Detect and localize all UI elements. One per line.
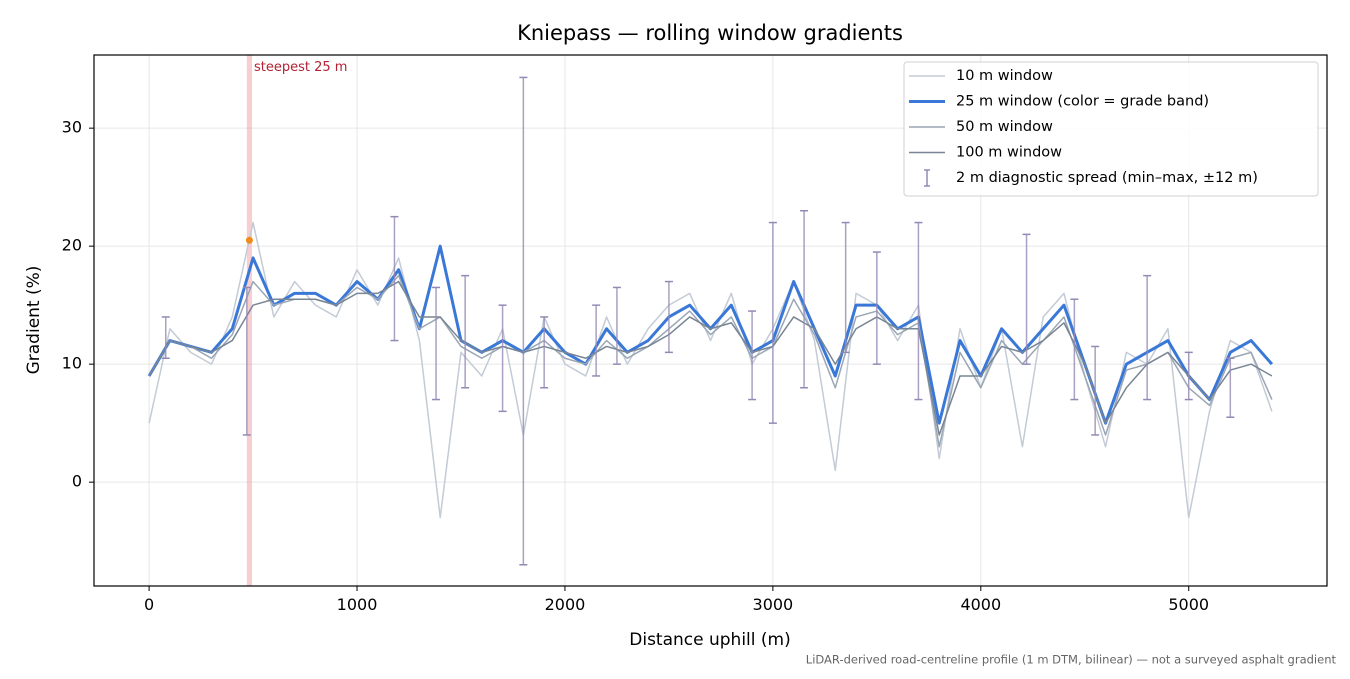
x-tick-label: 2000: [545, 595, 586, 614]
x-tick-label: 1000: [337, 595, 378, 614]
y-axis-label: Gradient (%): [24, 266, 44, 375]
legend-label: 100 m window: [956, 145, 1062, 161]
x-tick-label: 5000: [1168, 595, 1209, 614]
x-axis-label: Distance uphill (m): [629, 630, 790, 650]
x-tick-label: 3000: [753, 595, 794, 614]
steepest-label: steepest 25 m: [254, 60, 347, 75]
legend-label: 50 m window: [956, 119, 1053, 135]
y-tick-label: 10: [62, 354, 82, 373]
x-tick-label: 4000: [960, 595, 1001, 614]
footnote: LiDAR-derived road-centreline profile (1…: [806, 653, 1337, 667]
y-tick-label: 30: [62, 118, 82, 137]
line-series: [148, 280, 1273, 436]
legend-label: 25 m window (color = grade band): [956, 94, 1209, 110]
legend-box: [903, 61, 1319, 197]
plot-frame: [93, 54, 1328, 587]
chart-title: Kniepass — rolling window gradients: [517, 21, 903, 45]
steepest-peak: [245, 236, 253, 244]
legend: 10 m window 25 m window (color = grade ba…: [903, 61, 1319, 197]
line-series: [148, 221, 1273, 519]
y-tick-label: 20: [62, 236, 82, 255]
x-tick-label: 0: [144, 595, 154, 614]
plot-area: [147, 55, 1274, 586]
legend-label: 10 m window: [956, 68, 1053, 84]
legend-label: 2 m diagnostic spread (min–max, ±12 m): [956, 170, 1258, 186]
y-tick-label: 0: [72, 472, 82, 491]
steepest-band: [246, 55, 253, 586]
